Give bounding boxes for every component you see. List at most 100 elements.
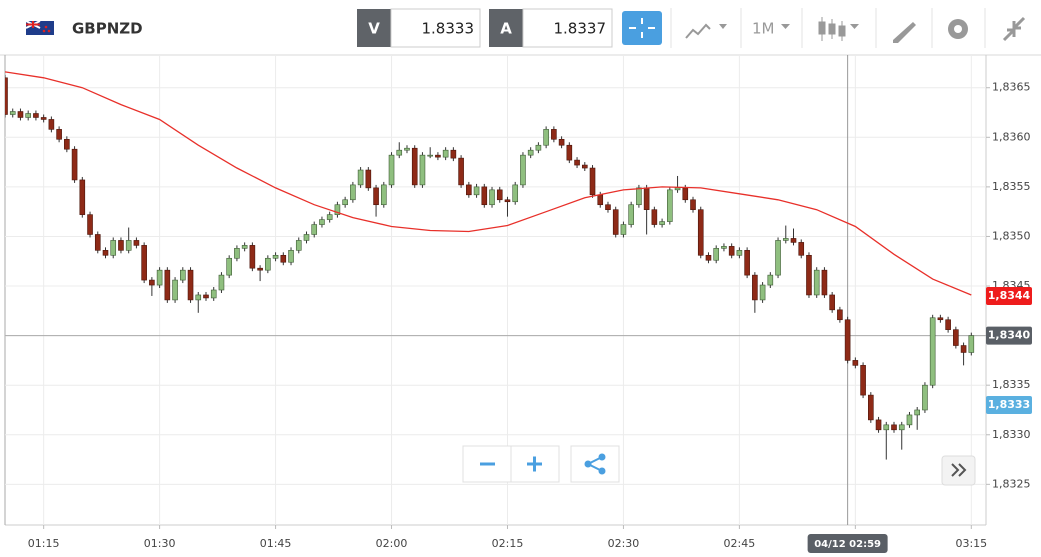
candle-body [473, 186, 480, 196]
candle-body [71, 148, 78, 181]
candle-body [697, 209, 704, 256]
candle-body [551, 129, 557, 140]
bid-box[interactable] [390, 8, 481, 48]
candle-body [357, 169, 364, 186]
candle-body [767, 274, 774, 286]
candle-body [891, 424, 897, 431]
candle-body [350, 184, 356, 201]
candle-body [558, 138, 565, 146]
candle-body [813, 269, 820, 296]
candle-body [481, 186, 488, 206]
candle-body [458, 157, 464, 186]
draw-button[interactable] [893, 22, 916, 43]
candle-body [33, 113, 39, 118]
candle-body [172, 279, 178, 301]
candle-body [272, 254, 279, 259]
candle-body [450, 149, 457, 159]
candle-body [342, 199, 348, 206]
candle-body [203, 294, 209, 299]
candle-body [829, 294, 835, 311]
candle-body [303, 234, 310, 241]
candle-body [605, 204, 611, 210]
candle-body [651, 209, 658, 225]
candle-body [612, 209, 619, 235]
candle-body [442, 149, 449, 158]
candles-button[interactable] [818, 17, 859, 41]
candle-body [914, 409, 920, 416]
candle-body [195, 294, 202, 301]
candle-body [597, 194, 604, 206]
candle-body [744, 250, 750, 276]
y-tick-label: 1,8335 [992, 378, 1031, 391]
candle-body [922, 384, 928, 411]
bid-label: V [368, 20, 380, 38]
candle-body [380, 184, 387, 206]
x-tick-label: 02:30 [608, 537, 640, 550]
candle-body [295, 240, 302, 251]
candle-body [373, 187, 379, 206]
timeframe[interactable]: 1M [752, 20, 775, 38]
candle-body [520, 154, 526, 186]
settings-button[interactable] [948, 19, 968, 39]
crosshair-label: 04/12 02:59 [814, 539, 881, 550]
candle-body [504, 199, 511, 203]
candle-body [620, 224, 627, 235]
candle-body [844, 319, 851, 361]
candle-body [87, 214, 93, 235]
candle-body [133, 240, 140, 246]
candle-body [17, 111, 24, 118]
price-tag [986, 326, 1032, 345]
candle-body [48, 119, 55, 130]
candle-body [9, 111, 16, 115]
bid-badge [357, 9, 391, 47]
ask-badge [489, 9, 523, 47]
price-tag-label: 1,8333 [988, 398, 1030, 411]
x-tick-label: 02:15 [492, 537, 524, 550]
y-tick-label: 1,8360 [992, 130, 1031, 143]
price-tag-label: 1,8340 [988, 329, 1031, 342]
candle-body [937, 317, 944, 321]
candle-body [56, 129, 62, 140]
scroll-end-button[interactable] [941, 455, 976, 486]
candle-body [326, 214, 333, 220]
candle-body [210, 289, 217, 299]
candle-body [141, 245, 147, 281]
candle-body [906, 414, 913, 426]
y-tick-label: 1,8325 [992, 477, 1031, 490]
x-tick-label: 02:00 [376, 537, 408, 550]
candle-body [806, 254, 812, 296]
candle-body [404, 147, 410, 151]
candle-body [5, 77, 8, 115]
symbol: GBPNZD [72, 20, 143, 38]
crosshair-tag [807, 534, 888, 553]
candle-body [821, 269, 828, 296]
candle-body [535, 144, 542, 151]
candle-body [953, 329, 959, 346]
collapse-button[interactable] [1002, 16, 1026, 42]
share-button[interactable] [570, 445, 620, 483]
candle-body [636, 187, 642, 206]
candle-body [775, 240, 781, 276]
candle-body [496, 189, 503, 201]
zoom-in-button[interactable] [527, 456, 542, 472]
ask-label: A [500, 20, 512, 38]
candle-body [427, 154, 433, 157]
candle-body [790, 238, 797, 243]
candle-body [102, 250, 109, 256]
candle-body [960, 345, 967, 353]
chart-type-button[interactable] [685, 23, 727, 39]
candle-body [388, 154, 395, 186]
candle-body [752, 274, 758, 301]
ask-box[interactable] [522, 8, 613, 48]
candle-body [945, 319, 951, 330]
candle-body [311, 224, 318, 235]
candle-body [334, 204, 341, 215]
overlay: 1,83251,83301,83351,83401,83451,83501,83… [28, 81, 1032, 553]
candle-body [898, 424, 905, 431]
crosshair-button[interactable] [622, 11, 662, 45]
candle-body [868, 394, 874, 421]
candle-body [782, 238, 789, 241]
candle-body [110, 240, 117, 256]
y-tick-label: 1,8350 [992, 229, 1031, 242]
